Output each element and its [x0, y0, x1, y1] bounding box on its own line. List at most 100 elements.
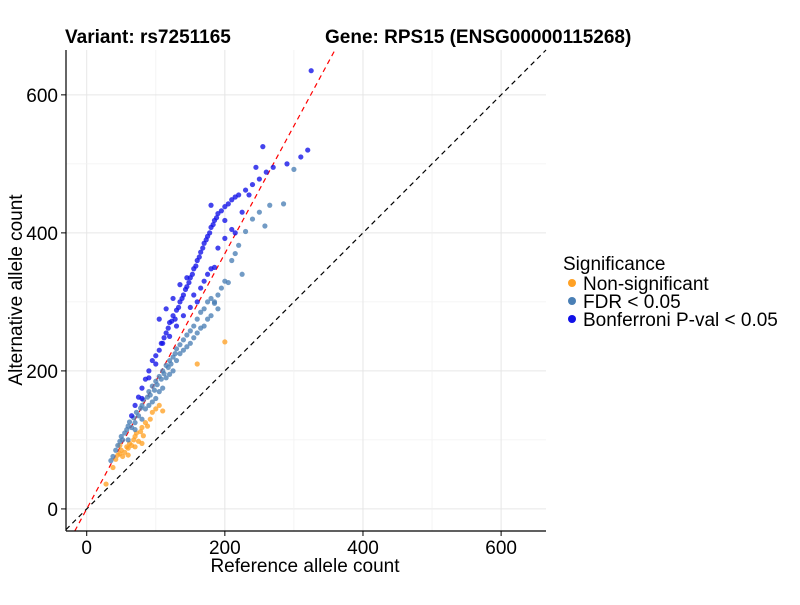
reference-line-1	[65, 49, 547, 531]
point-non-significant	[125, 445, 131, 451]
point-bonferroni-p-val-0-05	[129, 413, 135, 419]
point-fdr-0-05	[187, 328, 193, 334]
x-tick-label: 400	[347, 538, 379, 559]
point-bonferroni-p-val-0-05	[222, 235, 228, 241]
point-fdr-0-05	[215, 292, 221, 298]
point-bonferroni-p-val-0-05	[194, 299, 200, 305]
point-bonferroni-p-val-0-05	[153, 361, 159, 367]
point-non-significant	[120, 453, 126, 460]
point-fdr-0-05	[194, 330, 200, 336]
point-fdr-0-05	[204, 316, 211, 322]
point-bonferroni-p-val-0-05	[229, 197, 235, 203]
point-fdr-0-05	[198, 325, 204, 331]
point-bonferroni-p-val-0-05	[191, 292, 197, 298]
point-bonferroni-p-val-0-05	[210, 221, 216, 228]
point-bonferroni-p-val-0-05	[200, 245, 206, 251]
point-fdr-0-05	[236, 242, 242, 248]
point-fdr-0-05	[249, 216, 256, 222]
point-fdr-0-05	[166, 371, 173, 377]
point-fdr-0-05	[168, 361, 174, 367]
point-fdr-0-05	[218, 285, 224, 291]
point-bonferroni-p-val-0-05	[215, 245, 221, 251]
point-non-significant	[110, 464, 116, 471]
point-fdr-0-05	[147, 392, 153, 398]
point-fdr-0-05	[165, 364, 171, 371]
point-bonferroni-p-val-0-05	[173, 323, 180, 329]
point-bonferroni-p-val-0-05	[239, 209, 245, 215]
point-fdr-0-05	[149, 383, 155, 389]
point-non-significant	[156, 402, 162, 409]
legend-swatch	[568, 279, 576, 287]
point-fdr-0-05	[256, 209, 262, 215]
point-bonferroni-p-val-0-05	[198, 249, 204, 255]
point-bonferroni-p-val-0-05	[211, 264, 218, 270]
point-fdr-0-05	[120, 437, 126, 443]
point-bonferroni-p-val-0-05	[249, 181, 256, 188]
point-bonferroni-p-val-0-05	[139, 385, 145, 391]
x-tick-label: 600	[485, 538, 517, 559]
point-fdr-0-05	[267, 202, 273, 208]
point-bonferroni-p-val-0-05	[189, 271, 195, 277]
y-tick-label: 400	[26, 224, 58, 245]
point-non-significant	[147, 416, 153, 422]
point-non-significant	[125, 452, 131, 458]
point-bonferroni-p-val-0-05	[198, 285, 204, 291]
point-bonferroni-p-val-0-05	[184, 284, 190, 290]
point-bonferroni-p-val-0-05	[180, 292, 187, 298]
point-bonferroni-p-val-0-05	[201, 278, 207, 284]
point-bonferroni-p-val-0-05	[163, 306, 169, 312]
point-fdr-0-05	[191, 335, 197, 341]
point-bonferroni-p-val-0-05	[298, 154, 304, 160]
point-bonferroni-p-val-0-05	[308, 68, 314, 74]
point-fdr-0-05	[173, 346, 180, 352]
point-bonferroni-p-val-0-05	[180, 313, 187, 319]
point-fdr-0-05	[149, 399, 155, 405]
point-fdr-0-05	[160, 385, 166, 391]
point-non-significant	[153, 406, 159, 412]
point-bonferroni-p-val-0-05	[242, 187, 249, 193]
point-fdr-0-05	[177, 351, 183, 357]
point-bonferroni-p-val-0-05	[156, 316, 162, 322]
point-fdr-0-05	[204, 299, 211, 305]
point-bonferroni-p-val-0-05	[284, 161, 290, 167]
point-fdr-0-05	[177, 342, 183, 348]
point-fdr-0-05	[170, 368, 176, 374]
point-bonferroni-p-val-0-05	[222, 217, 228, 224]
point-fdr-0-05	[108, 458, 114, 464]
point-bonferroni-p-val-0-05	[208, 202, 214, 208]
point-bonferroni-p-val-0-05	[170, 295, 176, 302]
point-bonferroni-p-val-0-05	[207, 230, 213, 236]
point-fdr-0-05	[229, 257, 235, 264]
point-fdr-0-05	[142, 406, 149, 412]
legend-entry-label: Bonferroni P-val < 0.05	[583, 310, 778, 331]
point-fdr-0-05	[110, 453, 116, 460]
point-fdr-0-05	[115, 442, 121, 449]
point-bonferroni-p-val-0-05	[132, 402, 138, 409]
x-tick-label: 200	[209, 538, 241, 559]
point-bonferroni-p-val-0-05	[260, 144, 266, 150]
point-bonferroni-p-val-0-05	[215, 210, 221, 217]
point-fdr-0-05	[173, 357, 180, 364]
point-fdr-0-05	[161, 371, 167, 377]
point-non-significant	[222, 339, 228, 345]
point-bonferroni-p-val-0-05	[184, 275, 190, 281]
point-fdr-0-05	[139, 416, 145, 422]
point-fdr-0-05	[146, 402, 152, 409]
y-axis-label: Alternative allele count	[6, 194, 27, 386]
point-fdr-0-05	[135, 413, 142, 419]
point-fdr-0-05	[191, 323, 197, 329]
point-fdr-0-05	[153, 395, 159, 402]
point-non-significant	[103, 481, 109, 487]
reference-lines	[65, 49, 547, 532]
point-fdr-0-05	[215, 306, 221, 312]
y-tick-label: 200	[26, 362, 58, 383]
y-tick-label: 0	[47, 500, 58, 521]
legend-entry-label: Non-significant	[583, 274, 709, 295]
point-non-significant	[160, 408, 166, 414]
data-points	[103, 68, 314, 487]
axes	[61, 50, 546, 536]
point-bonferroni-p-val-0-05	[139, 395, 145, 402]
point-fdr-0-05	[163, 375, 169, 381]
legend-swatch	[568, 315, 576, 323]
